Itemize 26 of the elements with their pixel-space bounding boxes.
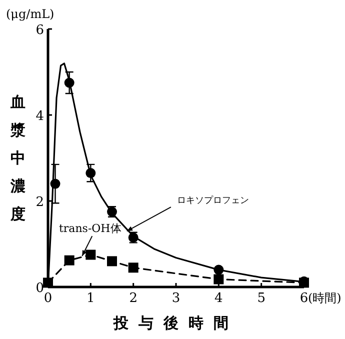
point	[86, 168, 96, 178]
x-tick-label: 1	[86, 291, 95, 306]
annotation: ロキソプロフェン	[176, 195, 249, 206]
x-tick-label: 4	[214, 291, 223, 306]
point	[64, 255, 74, 266]
x-tick-label: 5	[257, 291, 266, 306]
x-tick-label: 3	[172, 291, 180, 306]
point	[86, 250, 96, 260]
y-tick-label: 6	[36, 23, 44, 38]
y-tick-label: 4	[36, 109, 44, 124]
point	[214, 264, 224, 275]
annotation: trans-OH体	[58, 222, 122, 236]
y-tick-label: 2	[36, 195, 44, 210]
point	[128, 262, 138, 273]
point	[64, 78, 74, 88]
text: (時間)	[308, 291, 342, 305]
point	[43, 278, 53, 288]
text: (μg/mL)	[6, 7, 54, 21]
x-tick-label: 6	[300, 291, 308, 306]
y-tick-label: 0	[36, 281, 44, 296]
point	[50, 178, 60, 189]
point	[107, 256, 117, 266]
point	[214, 274, 224, 284]
x-tick-label: 2	[129, 291, 138, 306]
y-axis-title: 血漿中濃度	[10, 93, 26, 223]
x-axis-title: 投与後時間	[112, 314, 238, 332]
